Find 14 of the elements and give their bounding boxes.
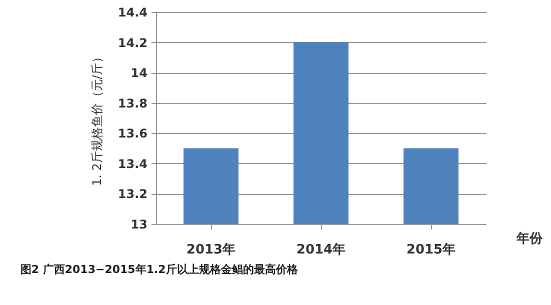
caption: 图2 广西2013−2015年1.2斤以上规格金鲳的最高价格 [20, 263, 299, 276]
y-tick-label: 13.4 [118, 156, 148, 171]
y-tick-label: 14.2 [118, 36, 148, 50]
y-tick-label: 13.2 [118, 187, 148, 202]
x-tick-label: 2013年 [186, 242, 236, 258]
y-tick-label: 14.4 [118, 6, 148, 20]
y-tick-label: 14 [130, 66, 148, 80]
y-tick-label: 13 [130, 218, 148, 232]
y-tick-label: 13.6 [118, 126, 148, 141]
x-tick-label: 2015年 [406, 242, 456, 258]
y-axis-title: 1. 2斤规格鱼价（元/斤） [90, 51, 104, 186]
y-tick-label: 13.8 [118, 96, 148, 110]
x-tick-label: 2014年 [296, 242, 346, 258]
x-axis-title: 年份 [516, 232, 544, 246]
